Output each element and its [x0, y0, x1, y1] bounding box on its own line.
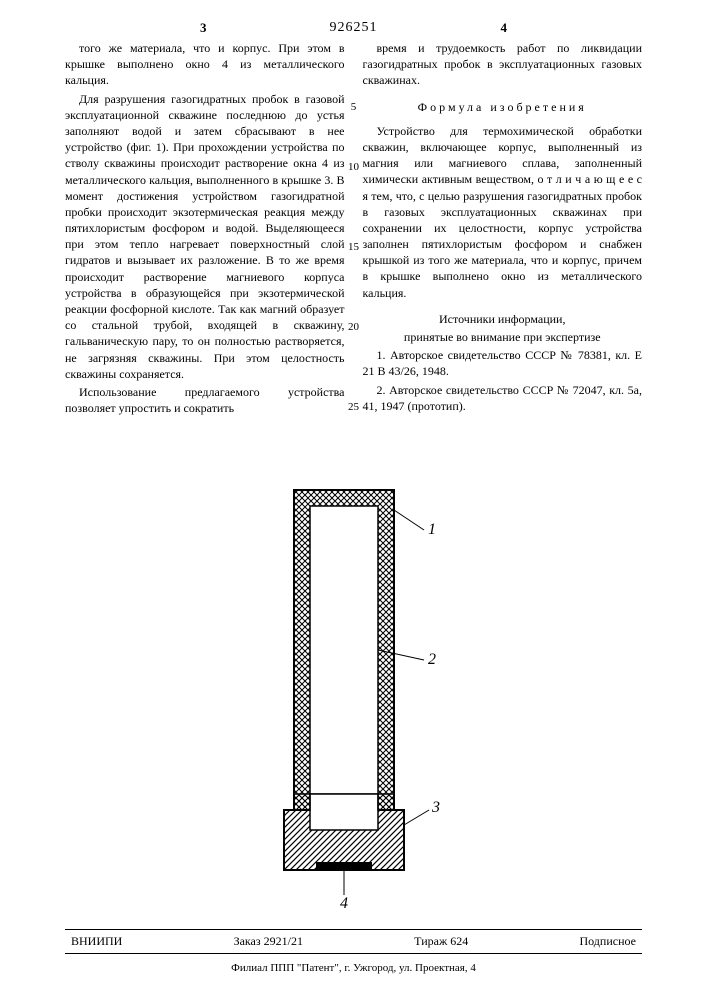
patent-number: 926251 — [330, 20, 378, 36]
footer-sign: Подписное — [579, 934, 636, 949]
formula-heading-text: Формула изобретения — [418, 100, 587, 114]
right-column: время и трудоемкость работ по ликвидации… — [363, 40, 643, 418]
figure-label-3: 3 — [431, 799, 440, 816]
source-item: 1. Авторское свидетельство СССР № 78381,… — [363, 347, 643, 379]
footer-order: Заказ 2921/21 — [234, 934, 303, 949]
source-item: 2. Авторское свидетельство СССР № 72047,… — [363, 382, 643, 414]
page-number-left: 3 — [200, 20, 207, 36]
sources-subheading: принятые во внимание при экспертизе — [363, 329, 643, 345]
paragraph: Устройство для термохимической обработки… — [363, 123, 643, 301]
paragraph: Для разрушения газогидратных пробок в га… — [65, 91, 345, 382]
left-column: того же материала, что и корпус. При это… — [65, 40, 345, 418]
text-columns: того же материала, что и корпус. При это… — [65, 40, 642, 418]
footer-address: Филиал ППП "Патент", г. Ужгород, ул. Про… — [65, 962, 642, 974]
formula-heading: Формула изобретения — [363, 99, 643, 115]
figure-label-2: 2 — [428, 651, 436, 668]
device-figure: 1 2 3 4 — [254, 480, 454, 910]
footer-tirazh: Тираж 624 — [414, 934, 468, 949]
footer-org: ВНИИПИ — [71, 934, 122, 949]
sources-heading: Источники информации, — [363, 311, 643, 327]
page-number-right: 4 — [501, 20, 508, 36]
figure-label-4: 4 — [340, 895, 348, 910]
paragraph: время и трудоемкость работ по ликвидации… — [363, 40, 643, 89]
footer-imprint-row: ВНИИПИ Заказ 2921/21 Тираж 624 Подписное — [65, 929, 642, 954]
paragraph: того же материала, что и корпус. При это… — [65, 40, 345, 89]
paragraph: Использование предлагаемого устройства п… — [65, 384, 345, 416]
figure-label-1: 1 — [428, 521, 436, 538]
